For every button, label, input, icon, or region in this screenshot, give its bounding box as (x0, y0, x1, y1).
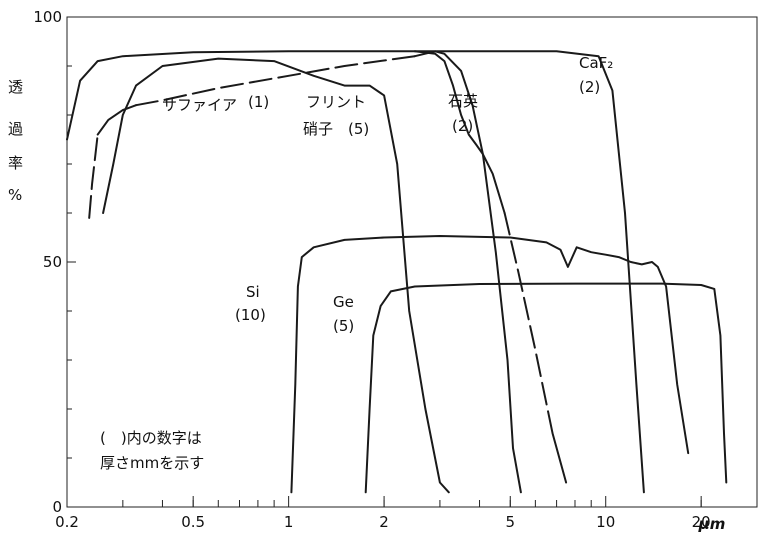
series-name-label: Ge (333, 293, 354, 311)
y-tick-label: 50 (43, 253, 62, 271)
ylabel-char-1: 透 (8, 78, 24, 96)
series-line-1 (135, 55, 416, 107)
series-thickness-label: (5) (333, 317, 354, 335)
series-thickness-label: (1) (248, 93, 269, 111)
x-tick-label: 5 (505, 513, 515, 531)
series-name-label: CaF₂ (579, 54, 613, 72)
y-tick-label: 100 (33, 8, 62, 26)
series-name-label: 硝子 (303, 120, 333, 138)
x-tick-label: 2 (379, 513, 389, 531)
series-line-5 (364, 282, 728, 494)
ylabel-char-3: 率 (8, 154, 24, 172)
series-line-1 (96, 104, 137, 136)
series-line-2 (102, 57, 450, 494)
note-line-1: ( )内の数字は (100, 429, 202, 447)
x-tick-label: 10 (596, 513, 615, 531)
series-line-4 (290, 235, 690, 494)
series-name-label: Si (246, 283, 260, 301)
series-name-label: 石英 (448, 92, 478, 110)
x-tick-label: 0.2 (55, 513, 79, 531)
note-line-2: 厚さmmを示す (100, 454, 204, 472)
ylabel-char-2: 過 (8, 120, 24, 138)
series-line-3 (503, 212, 554, 435)
series-thickness-label: (5) (348, 120, 369, 138)
series-line-1 (413, 50, 522, 494)
series-thickness-label: (2) (579, 78, 600, 96)
series-line-3 (413, 50, 506, 214)
x-tick-label: 0.5 (181, 513, 205, 531)
series-name-label: フリント (306, 93, 366, 111)
x-tick-label: 1 (284, 513, 294, 531)
ylabel-char-4: % (8, 186, 23, 204)
series-name-label: サファイア (162, 96, 237, 114)
series-line-1 (88, 133, 99, 219)
y-tick-label: 0 (52, 498, 62, 516)
series-thickness-label: (2) (452, 117, 473, 135)
x-unit-label: μm (698, 515, 726, 533)
x-tick-label: 20 (692, 513, 711, 531)
series-thickness-label: (10) (235, 306, 266, 324)
series-line-0 (66, 50, 645, 494)
series-line-3 (551, 432, 568, 484)
